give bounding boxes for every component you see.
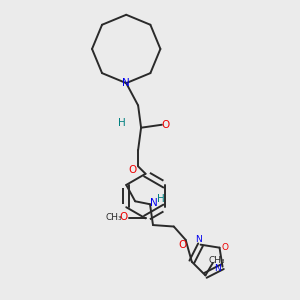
Text: N: N [122, 78, 130, 88]
Text: N: N [195, 235, 202, 244]
Text: O: O [129, 165, 137, 175]
Text: O: O [221, 243, 228, 252]
Text: H: H [118, 118, 126, 128]
Text: N: N [214, 264, 220, 273]
Text: N: N [150, 198, 158, 208]
Text: O: O [162, 120, 170, 130]
Text: O: O [120, 212, 128, 223]
Text: CH₃: CH₃ [105, 213, 122, 222]
Text: O: O [178, 240, 186, 250]
Text: CH₃: CH₃ [208, 256, 225, 265]
Text: H: H [158, 194, 165, 204]
